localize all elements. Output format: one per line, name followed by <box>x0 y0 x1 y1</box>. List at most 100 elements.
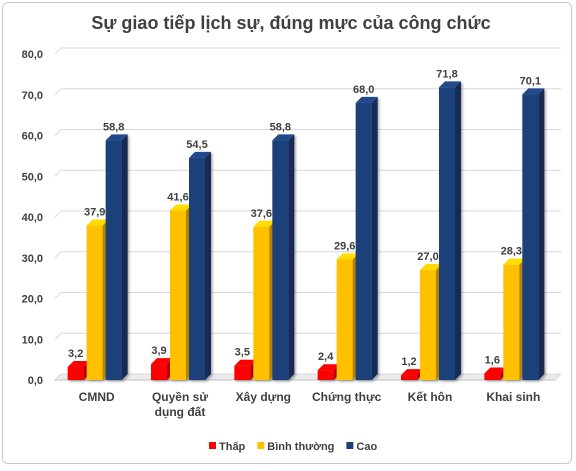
bar-top <box>420 263 442 270</box>
gridline-depth <box>54 373 62 381</box>
bar-top <box>105 134 128 141</box>
gridline-depth <box>54 169 62 177</box>
gridline-depth <box>54 292 62 299</box>
bar-top <box>234 359 257 366</box>
bar-group <box>253 220 276 380</box>
data-label: 3,9 <box>151 345 166 357</box>
data-label: 54,5 <box>186 139 207 151</box>
legend-swatch <box>257 442 265 449</box>
bar-side <box>121 134 128 380</box>
bar-bình-thường <box>170 210 186 380</box>
y-tick-label: 10,0 <box>22 334 43 346</box>
legend-swatch <box>346 442 354 449</box>
data-label: 28,3 <box>501 246 522 258</box>
data-label: 71,8 <box>436 68 457 80</box>
category-label: Xây dựng <box>236 390 291 404</box>
category-label: CMND <box>79 390 115 404</box>
bar-thấp <box>401 375 417 380</box>
data-label: 58,8 <box>103 121 124 133</box>
bar-side <box>371 96 378 381</box>
data-label: 41,6 <box>167 191 188 203</box>
data-label: 58,8 <box>270 121 291 133</box>
bar-group <box>336 253 359 380</box>
y-tick-label: 50,0 <box>22 171 43 183</box>
bar-bình-thường <box>253 226 270 380</box>
bar-group <box>189 151 211 380</box>
data-label: 27,0 <box>417 251 438 263</box>
bar-thấp <box>317 370 334 380</box>
bar-top <box>67 360 90 367</box>
bar-group <box>170 204 192 380</box>
legend-label: Cao <box>356 441 377 453</box>
bar-group <box>86 219 109 380</box>
y-tick-label: 60,0 <box>22 131 43 143</box>
bar-group <box>151 358 173 380</box>
y-tick-label: 0,0 <box>28 375 43 387</box>
data-label: 68,0 <box>353 84 374 96</box>
category-label: Khai sinh <box>486 390 540 404</box>
bar-top <box>522 88 545 95</box>
bar-top <box>189 151 211 158</box>
bar-group <box>272 134 295 380</box>
bar-group <box>355 96 378 381</box>
data-label: 37,6 <box>251 208 272 220</box>
data-label: 2,4 <box>318 351 334 363</box>
bar-side <box>288 134 295 380</box>
bar-group <box>67 360 90 380</box>
bar-cao <box>355 102 372 381</box>
data-label: 37,9 <box>84 207 105 219</box>
bar-top <box>272 134 295 141</box>
bar-top <box>170 204 192 211</box>
bar-top <box>401 369 423 376</box>
gridline-depth <box>54 129 62 136</box>
bar-chart: Sự giao tiếp lịch sự, đúng mực của công … <box>22 13 563 453</box>
bar-group <box>234 359 257 380</box>
bar-side <box>205 151 211 380</box>
bar-cao <box>189 157 205 380</box>
gridlines <box>53 47 563 381</box>
legend-label: Thấp <box>219 441 246 453</box>
data-label: 29,6 <box>334 240 355 252</box>
y-tick-label: 20,0 <box>22 294 43 306</box>
x-axis-categories: CMND Quyền sử dụng đất Xây dựng Chứng thực Kế… <box>79 390 541 419</box>
gridline-depth <box>54 88 62 96</box>
bar-group <box>503 258 526 380</box>
chart-title: Sự giao tiếp lịch sự, đúng mực của công … <box>91 13 490 33</box>
bar-cao <box>439 87 455 380</box>
bar-cao <box>522 94 539 380</box>
bar-top <box>151 358 173 365</box>
legend-label: Bình thường <box>267 441 334 453</box>
data-labels: 3,2 37,9 58,8 3,9 41,6 54,5 3,5 37,6 58,8 2,4 29,6… <box>68 68 541 368</box>
bar-side <box>455 81 461 380</box>
bar-group <box>522 88 545 380</box>
gridline-depth <box>54 251 62 259</box>
category-label: Kết hôn <box>408 390 453 404</box>
bar-thấp <box>151 364 167 380</box>
y-tick-label: 30,0 <box>22 253 43 265</box>
bar-bình-thường <box>336 259 353 380</box>
bar-side <box>538 88 545 380</box>
bar-cao <box>105 140 122 380</box>
bar-thấp <box>67 366 84 380</box>
chart-frame: Sự giao tiếp lịch sự, đúng mực của công … <box>2 2 572 464</box>
bar-cao <box>272 140 289 380</box>
bar-thấp <box>484 373 501 380</box>
bar-bình-thường <box>503 264 520 380</box>
bar-bình-thường <box>420 269 436 380</box>
bar-top <box>336 253 359 260</box>
legend: Thấp Bình thường Cao <box>209 441 377 453</box>
bar-group <box>105 134 128 380</box>
bar-top <box>317 364 340 371</box>
bars <box>67 81 545 381</box>
data-label: 3,5 <box>235 347 250 359</box>
legend-swatch <box>209 442 216 449</box>
bar-top <box>86 219 109 226</box>
y-tick-label: 70,0 <box>22 90 43 102</box>
category-label: Chứng thực <box>312 390 382 404</box>
bar-top <box>503 258 526 265</box>
data-label: 3,2 <box>68 348 83 360</box>
data-label: 70,1 <box>520 75 541 87</box>
bar-bình-thường <box>86 225 103 380</box>
data-label: 1,2 <box>401 356 416 368</box>
gridline-depth <box>54 332 62 340</box>
